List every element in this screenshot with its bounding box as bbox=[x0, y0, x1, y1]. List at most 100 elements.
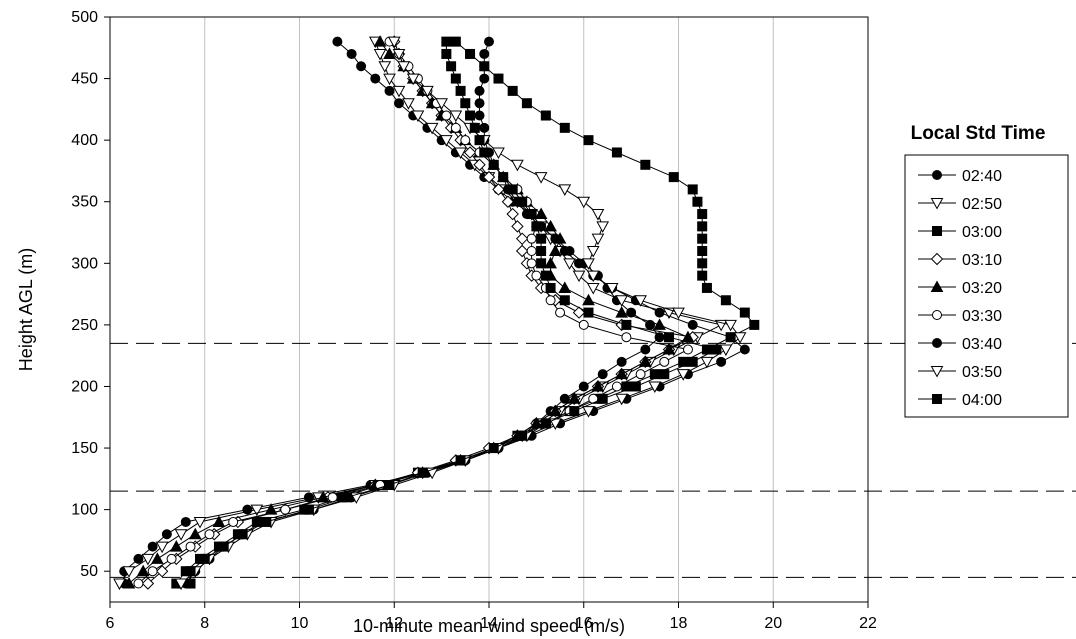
data-point bbox=[582, 293, 595, 306]
data-point bbox=[425, 122, 439, 135]
series-line bbox=[190, 41, 718, 584]
data-point bbox=[479, 147, 490, 158]
data-point bbox=[555, 307, 566, 318]
data-point bbox=[720, 295, 731, 306]
data-point bbox=[687, 356, 698, 367]
data-point bbox=[701, 282, 712, 293]
data-point bbox=[161, 529, 172, 540]
data-point bbox=[402, 98, 415, 110]
data-point bbox=[185, 541, 196, 552]
data-point bbox=[615, 295, 628, 307]
data-point bbox=[136, 564, 150, 577]
data-point bbox=[531, 270, 542, 281]
data-point bbox=[482, 170, 496, 184]
data-point bbox=[474, 85, 485, 96]
data-point bbox=[605, 282, 619, 295]
data-point bbox=[586, 270, 600, 283]
x-axis-ticks: 6 8 10 12 14 16 18 20 22 bbox=[106, 602, 877, 632]
data-point bbox=[597, 393, 608, 404]
data-point bbox=[435, 98, 448, 110]
data-point bbox=[392, 85, 406, 98]
data-point bbox=[441, 110, 452, 121]
data-point bbox=[559, 122, 570, 133]
data-point bbox=[536, 233, 547, 244]
data-point bbox=[517, 196, 528, 207]
data-point bbox=[397, 61, 411, 73]
data-point bbox=[166, 553, 177, 564]
x-tick-label: 14 bbox=[480, 615, 498, 632]
data-point bbox=[558, 281, 572, 293]
data-point bbox=[521, 98, 532, 109]
data-point bbox=[586, 246, 600, 258]
legend-label: 03:50 bbox=[962, 364, 1002, 381]
y-tick-label: 350 bbox=[71, 194, 98, 211]
y-axis-ticks: 50 100 150 200 250 300 350 400 450 500 bbox=[71, 9, 110, 580]
data-point bbox=[383, 73, 396, 86]
data-point bbox=[582, 258, 595, 270]
data-point bbox=[687, 184, 698, 195]
data-point bbox=[147, 541, 158, 552]
data-point bbox=[611, 147, 622, 158]
data-point bbox=[492, 183, 505, 196]
data-point bbox=[155, 541, 169, 554]
legend-item: 03:10 bbox=[918, 252, 1002, 269]
data-point bbox=[193, 516, 207, 529]
data-point bbox=[506, 207, 519, 221]
data-point bbox=[147, 566, 158, 577]
data-point bbox=[373, 48, 387, 61]
data-point bbox=[479, 48, 490, 59]
data-point bbox=[199, 553, 210, 564]
data-point bbox=[341, 492, 352, 503]
legend: 02:40 02:50 03:00 03:10 03:20 03:30 03:40 03:50… bbox=[904, 154, 1069, 418]
data-point bbox=[531, 221, 542, 232]
data-point bbox=[725, 332, 736, 343]
data-point bbox=[511, 159, 524, 172]
x-tick-label: 10 bbox=[291, 615, 309, 632]
data-point bbox=[739, 344, 750, 355]
data-point bbox=[583, 307, 594, 318]
data-point bbox=[739, 307, 750, 318]
x-tick-label: 22 bbox=[859, 615, 877, 632]
data-point bbox=[615, 367, 628, 380]
data-point bbox=[370, 73, 381, 84]
data-point bbox=[558, 184, 572, 196]
data-point bbox=[455, 85, 466, 96]
data-point bbox=[591, 209, 605, 221]
data-point bbox=[526, 258, 537, 269]
data-point bbox=[250, 504, 264, 517]
legend-label: 03:30 bbox=[962, 308, 1002, 325]
legend-marker bbox=[930, 366, 944, 378]
y-tick-label: 500 bbox=[71, 9, 98, 26]
legend-item: 03:50 bbox=[918, 364, 1002, 381]
series-0310 bbox=[141, 35, 699, 590]
data-point bbox=[411, 110, 425, 123]
data-point bbox=[228, 516, 239, 527]
data-point bbox=[635, 369, 646, 380]
data-point bbox=[526, 246, 537, 256]
legend-label: 03:10 bbox=[962, 252, 1002, 269]
data-point bbox=[450, 122, 461, 133]
legend-item: 02:50 bbox=[918, 196, 1002, 213]
data-point bbox=[204, 529, 215, 540]
data-point bbox=[697, 209, 708, 220]
legend-item: 03:40 bbox=[918, 336, 1002, 353]
data-point bbox=[654, 307, 665, 318]
data-point bbox=[387, 36, 401, 49]
data-point bbox=[133, 553, 144, 564]
legend-marker bbox=[930, 252, 944, 266]
x-tick-label: 12 bbox=[385, 615, 403, 632]
data-point bbox=[577, 196, 591, 209]
legend-marker bbox=[932, 226, 942, 236]
data-point bbox=[465, 110, 476, 121]
data-point bbox=[597, 369, 608, 380]
data-point bbox=[517, 430, 528, 441]
data-point bbox=[672, 307, 685, 320]
data-point bbox=[616, 356, 627, 367]
data-point bbox=[676, 369, 690, 381]
reference-lines bbox=[110, 342, 1076, 578]
data-point bbox=[492, 147, 505, 160]
data-point bbox=[615, 306, 628, 318]
data-point bbox=[719, 344, 733, 357]
data-point bbox=[373, 35, 387, 47]
